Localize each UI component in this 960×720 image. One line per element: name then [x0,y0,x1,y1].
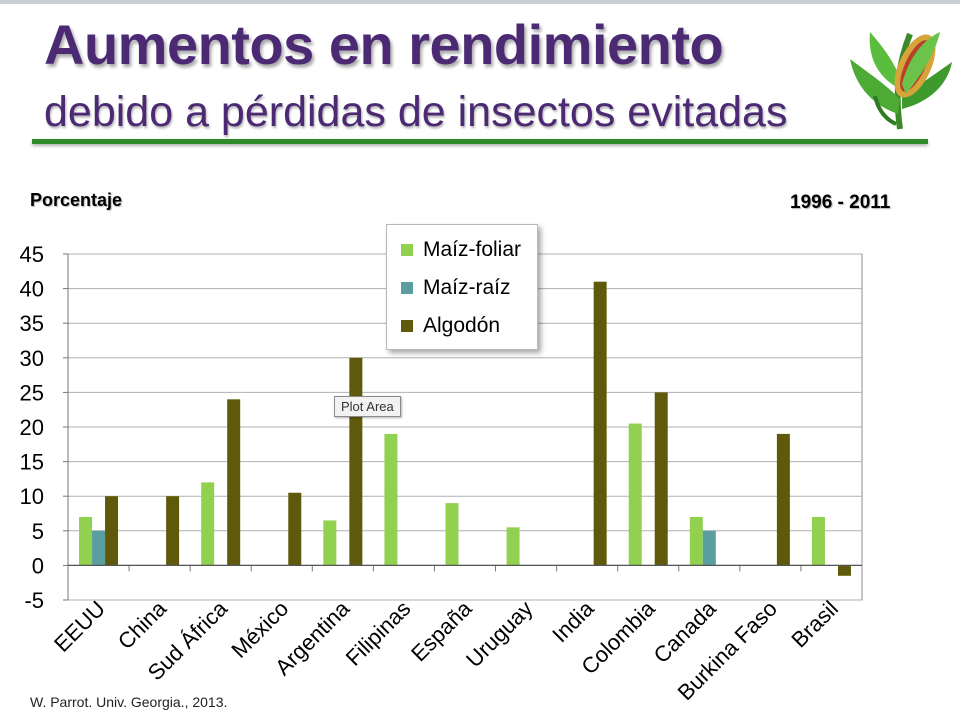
y-tick-label: 15 [20,450,44,475]
bar-maiz-raiz [92,530,106,566]
legend-label-maiz-raiz: Maíz-raíz [423,276,511,299]
bar-algodon [288,492,302,566]
y-tick-label: 35 [20,311,44,336]
x-tick-label: EEUU [49,596,110,657]
bar-maiz-raiz [702,530,716,566]
bar-algodon [654,392,668,566]
bar-maiz-foliar [384,433,398,566]
period-label: 1996 - 2011 [790,192,891,213]
y-tick-label: 30 [20,346,44,371]
y-tick-label: 45 [20,242,44,267]
top-strip [0,0,960,4]
x-tick-label: Brasil [786,596,843,653]
bar-algodon [776,433,790,566]
bar-maiz-foliar [79,516,93,566]
bar-maiz-foliar [506,527,520,566]
bar-maiz-foliar [689,516,703,566]
y-tick-label: 10 [20,484,44,509]
x-tick-label: Filipinas [341,596,416,671]
source-credit: W. Parrot. Univ. Georgia., 2013. [30,694,228,710]
bar-maiz-foliar [628,423,642,566]
bar-maiz-foliar [811,516,825,566]
legend-label-algodon: Algodón [423,314,501,337]
y-axis-label: Porcentaje [30,190,123,210]
y-tick-label: 40 [20,277,44,302]
bar-algodon [349,357,363,566]
bar-algodon [105,496,119,566]
bar-maiz-foliar [201,482,215,566]
x-tick-label: India [547,595,599,647]
x-tick-label: China [113,595,172,654]
legend-item-maiz-raiz: Maíz-raíz [401,273,511,303]
bar-algodon [593,281,607,566]
slide-title: Aumentos en rendimiento [44,13,724,76]
y-tick-label: 5 [32,519,44,544]
plot-area-tooltip: Plot Area [334,396,401,417]
legend-swatch-maiz-foliar [401,244,413,256]
bar-algodon [227,399,241,566]
slide-subtitle: debido a pérdidas de insectos evitadas [44,88,788,136]
legend-label-maiz-foliar: Maíz-foliar [423,238,522,261]
title-underline [32,139,928,144]
bar-maiz-foliar [445,503,459,566]
legend-swatch-maiz-raiz [401,282,413,294]
y-tick-label: 20 [20,415,44,440]
y-tick-label: 25 [20,380,44,405]
legend-item-algodon: Algodón [401,311,500,341]
legend-swatch-algodon [401,320,413,332]
legend-item-maiz-foliar: Maíz-foliar [401,235,521,265]
y-tick-label: 0 [32,553,44,578]
x-tick-label: Uruguay [461,596,537,672]
bar-maiz-foliar [323,520,337,566]
bar-algodon [166,496,180,566]
bar-algodon [837,565,851,576]
chart-legend: Maíz-foliar Maíz-raíz Algodón [386,224,538,350]
y-tick-label: -5 [24,588,44,613]
corn-plant-icon [850,32,952,130]
